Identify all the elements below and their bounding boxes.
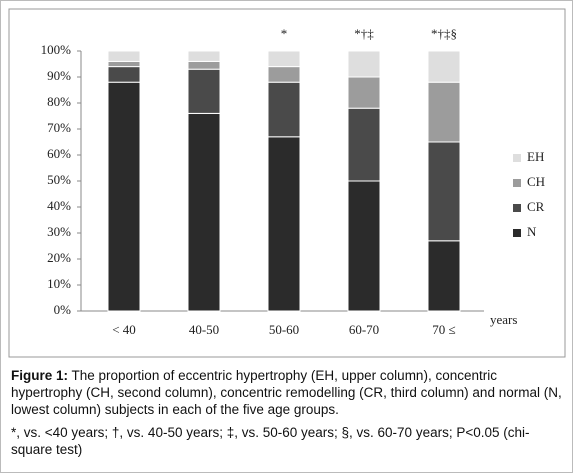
chart: 0% 10% 20% 30% 40% 50% 60% 70% 80% 90% 100% < 40 40-… bbox=[8, 8, 566, 358]
x-tick-label: < 40 bbox=[112, 322, 136, 337]
x-tick-label: 70 ≤ bbox=[432, 322, 455, 337]
y-tick-label: 80% bbox=[47, 94, 71, 109]
bar-segment bbox=[427, 240, 461, 312]
bar-segment bbox=[267, 66, 301, 83]
y-tick-label: 30% bbox=[47, 224, 71, 239]
caption-label: Figure 1: bbox=[11, 368, 69, 383]
y-tick-label: 0% bbox=[54, 302, 72, 317]
legend-label: CR bbox=[527, 199, 545, 214]
caption-text: Figure 1: The proportion of eccentric hy… bbox=[11, 367, 563, 418]
y-tick-label: 70% bbox=[47, 120, 71, 135]
y-tick-label: 60% bbox=[47, 146, 71, 161]
y-tick-label: 50% bbox=[47, 172, 71, 187]
bar-segment bbox=[107, 50, 141, 62]
bar-segment bbox=[187, 60, 221, 70]
y-tick-label: 10% bbox=[47, 276, 71, 291]
y-tick-label: 20% bbox=[47, 250, 71, 265]
y-tick-label: 90% bbox=[47, 68, 71, 83]
bar-segment bbox=[347, 180, 381, 312]
legend-label: EH bbox=[527, 149, 544, 164]
chart-frame bbox=[8, 8, 566, 358]
legend-label: CH bbox=[527, 174, 545, 189]
bar-segment bbox=[347, 76, 381, 109]
caption-body: The proportion of eccentric hypertrophy … bbox=[11, 368, 562, 417]
caption: Figure 1: The proportion of eccentric hy… bbox=[11, 367, 563, 458]
legend-swatch bbox=[513, 154, 521, 162]
bar-segment bbox=[107, 81, 141, 312]
bar-segment bbox=[107, 66, 141, 83]
bar-segment bbox=[187, 50, 221, 62]
x-tick-label: 40-50 bbox=[189, 322, 219, 337]
x-axis-label: years bbox=[490, 312, 517, 327]
bar-segment bbox=[187, 112, 221, 312]
annotation: * bbox=[281, 26, 288, 41]
bar-segment bbox=[107, 60, 141, 68]
y-tick-label: 40% bbox=[47, 198, 71, 213]
annotation: *†‡§ bbox=[431, 26, 457, 41]
annotation: *†‡ bbox=[354, 26, 374, 41]
legend-swatch bbox=[513, 204, 521, 212]
legend-label: N bbox=[527, 224, 537, 239]
bar-segment bbox=[267, 50, 301, 68]
x-tick-label: 60-70 bbox=[349, 322, 379, 337]
bar-segment bbox=[427, 81, 461, 143]
x-tick-label: 50-60 bbox=[269, 322, 299, 337]
bar-segment bbox=[267, 136, 301, 312]
bar-segment bbox=[267, 81, 301, 138]
bar-segment bbox=[427, 141, 461, 242]
legend-swatch bbox=[513, 229, 521, 237]
bar-segment bbox=[347, 107, 381, 182]
bar-segment bbox=[427, 50, 461, 83]
bar-segment bbox=[187, 68, 221, 114]
bar-segment bbox=[347, 50, 381, 78]
footnote: *, vs. <40 years; †, vs. 40-50 years; ‡,… bbox=[11, 425, 530, 457]
legend-swatch bbox=[513, 179, 521, 187]
y-tick-label: 100% bbox=[41, 42, 72, 57]
